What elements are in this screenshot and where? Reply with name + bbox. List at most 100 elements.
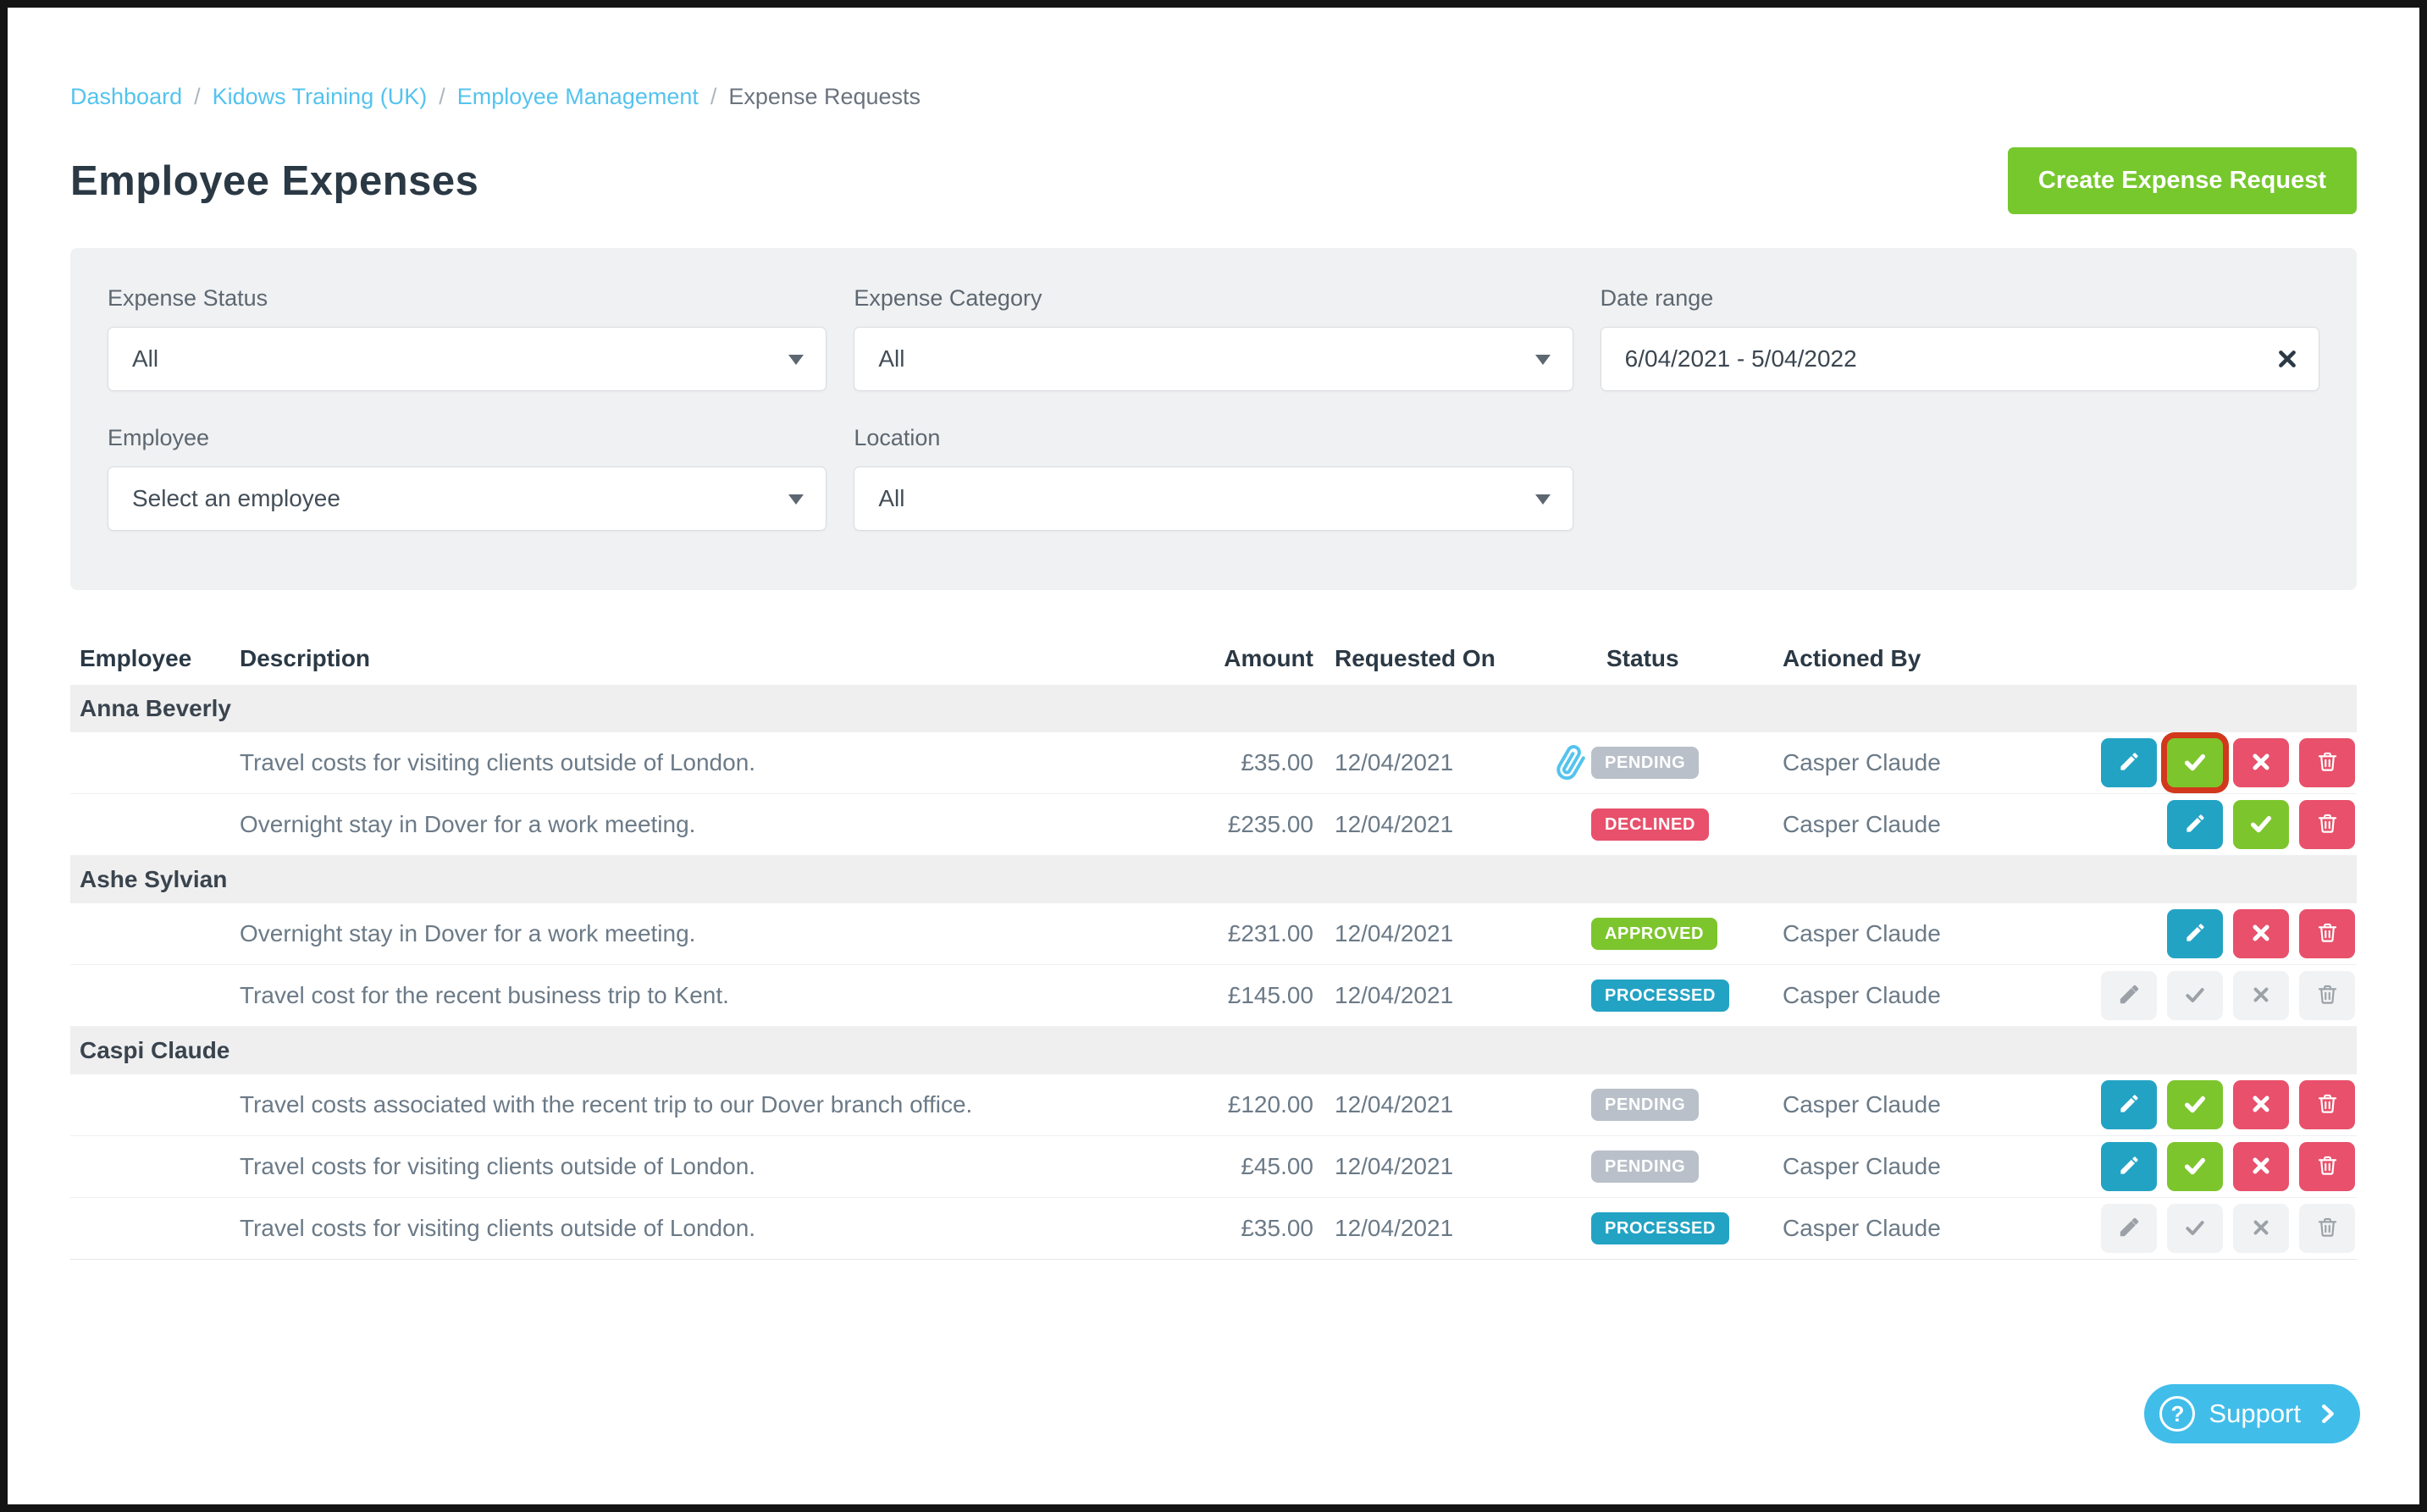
header-status: Status	[1606, 645, 1679, 671]
decline-button[interactable]	[2233, 909, 2289, 958]
edit-button[interactable]	[2101, 738, 2157, 787]
breadcrumb-employee-management[interactable]: Employee Management	[456, 84, 699, 109]
check-icon	[2184, 1217, 2206, 1241]
expense-description: Overnight stay in Dover for a work meeti…	[240, 811, 696, 837]
edit-button	[2101, 1204, 2157, 1253]
expense-status-select[interactable]: All	[108, 327, 827, 391]
trash-icon	[2316, 1154, 2339, 1179]
x-icon	[2251, 985, 2271, 1007]
pencil-icon	[2184, 921, 2207, 946]
x-icon	[2251, 1217, 2271, 1240]
edit-button[interactable]	[2101, 1142, 2157, 1191]
status-badge: DECLINED	[1591, 808, 1710, 841]
date-range-input-wrap	[1600, 327, 2319, 391]
breadcrumb-current: Expense Requests	[728, 84, 921, 109]
expense-description: Overnight stay in Dover for a work meeti…	[240, 920, 696, 946]
trash-icon	[2316, 750, 2339, 775]
approve-button[interactable]	[2167, 1080, 2223, 1129]
breadcrumb-separator: /	[710, 84, 717, 109]
create-expense-request-button[interactable]: Create Expense Request	[2007, 147, 2357, 214]
status-badge: PENDING	[1591, 1151, 1700, 1183]
status-badge: PENDING	[1591, 1089, 1700, 1121]
expense-amount: £120.00	[1227, 1091, 1313, 1117]
delete-button[interactable]	[2299, 800, 2355, 849]
trash-icon	[2316, 921, 2339, 946]
table-row: Travel costs associated with the recent …	[70, 1074, 2357, 1136]
expense-status-label: Expense Status	[108, 285, 268, 311]
expense-amount: £35.00	[1241, 1215, 1313, 1241]
decline-button[interactable]	[2233, 738, 2289, 787]
trash-icon	[2316, 1092, 2339, 1117]
expense-requested-on: 12/04/2021	[1335, 920, 1454, 946]
check-icon	[2183, 1154, 2207, 1180]
paperclip-icon[interactable]	[1554, 745, 1591, 781]
title-row: Employee Expenses Create Expense Request	[70, 147, 2357, 214]
filter-expense-category: Expense Category All	[854, 285, 1573, 391]
breadcrumb-dashboard[interactable]: Dashboard	[70, 84, 183, 109]
date-range-input[interactable]	[1624, 345, 2268, 372]
expense-description: Travel costs for visiting clients outsid…	[240, 1153, 756, 1179]
delete-button[interactable]	[2299, 738, 2355, 787]
actioned-by: Casper Claude	[1783, 920, 1941, 946]
group-header-anna-beverly: Anna Beverly	[70, 685, 2357, 732]
caret-down-icon	[788, 494, 804, 505]
expense-amount: £231.00	[1227, 920, 1313, 946]
header-employee: Employee	[80, 645, 192, 671]
delete-button[interactable]	[2299, 909, 2355, 958]
actioned-by: Casper Claude	[1783, 1215, 1941, 1241]
group-name: Caspi Claude	[80, 1037, 230, 1063]
expense-requested-on: 12/04/2021	[1335, 1091, 1454, 1117]
decline-button[interactable]	[2233, 1142, 2289, 1191]
filter-panel: Expense Status All Expense Category All …	[70, 248, 2357, 590]
employee-label: Employee	[108, 425, 210, 450]
check-icon	[2183, 750, 2207, 776]
expense-amount: £35.00	[1241, 749, 1313, 775]
breadcrumb-company[interactable]: Kidows Training (UK)	[212, 84, 428, 109]
approve-button[interactable]	[2233, 800, 2289, 849]
expense-table: Employee Description Amount Requested On…	[70, 632, 2357, 1260]
location-select[interactable]: All	[854, 466, 1573, 531]
edit-button[interactable]	[2167, 800, 2223, 849]
actioned-by: Casper Claude	[1783, 1153, 1941, 1179]
x-icon	[2250, 1093, 2272, 1117]
approve-button[interactable]	[2167, 1142, 2223, 1191]
decline-button	[2233, 1204, 2289, 1253]
trash-icon	[2316, 1216, 2339, 1241]
table-row: Overnight stay in Dover for a work meeti…	[70, 794, 2357, 856]
employee-select[interactable]: Select an employee	[108, 466, 827, 531]
table-row: Travel costs for visiting clients outsid…	[70, 1198, 2357, 1260]
pencil-icon	[2118, 1216, 2141, 1241]
header-actioned-by: Actioned By	[1783, 645, 1921, 671]
header-requested-on: Requested On	[1335, 645, 1495, 671]
status-badge: PROCESSED	[1591, 979, 1729, 1012]
edit-button[interactable]	[2167, 909, 2223, 958]
chevron-right-icon	[2314, 1401, 2340, 1426]
approve-button	[2167, 1204, 2223, 1253]
clear-icon[interactable]	[2276, 348, 2298, 370]
location-label: Location	[854, 425, 941, 450]
x-icon	[2250, 922, 2272, 946]
location-value: All	[878, 485, 905, 511]
support-button[interactable]: ? Support	[2144, 1384, 2360, 1443]
x-icon	[2250, 1155, 2272, 1179]
approve-button[interactable]	[2167, 738, 2223, 787]
actioned-by: Casper Claude	[1783, 749, 1941, 775]
check-icon	[2184, 984, 2206, 1008]
pencil-icon	[2118, 1154, 2141, 1179]
edit-button[interactable]	[2101, 1080, 2157, 1129]
question-circle-icon: ?	[2159, 1396, 2196, 1432]
breadcrumb-separator: /	[194, 84, 201, 109]
expense-requested-on: 12/04/2021	[1335, 749, 1454, 775]
decline-button	[2233, 971, 2289, 1020]
support-label: Support	[2209, 1399, 2301, 1428]
expense-description: Travel costs for visiting clients outsid…	[240, 1215, 756, 1241]
expense-category-select[interactable]: All	[854, 327, 1573, 391]
decline-button[interactable]	[2233, 1080, 2289, 1129]
delete-button[interactable]	[2299, 1142, 2355, 1191]
edit-button	[2101, 971, 2157, 1020]
delete-button[interactable]	[2299, 1080, 2355, 1129]
expense-requested-on: 12/04/2021	[1335, 982, 1454, 1008]
expense-amount: £145.00	[1227, 982, 1313, 1008]
expense-description: Travel costs for visiting clients outsid…	[240, 749, 756, 775]
table-row: Travel costs for visiting clients outsid…	[70, 1136, 2357, 1198]
